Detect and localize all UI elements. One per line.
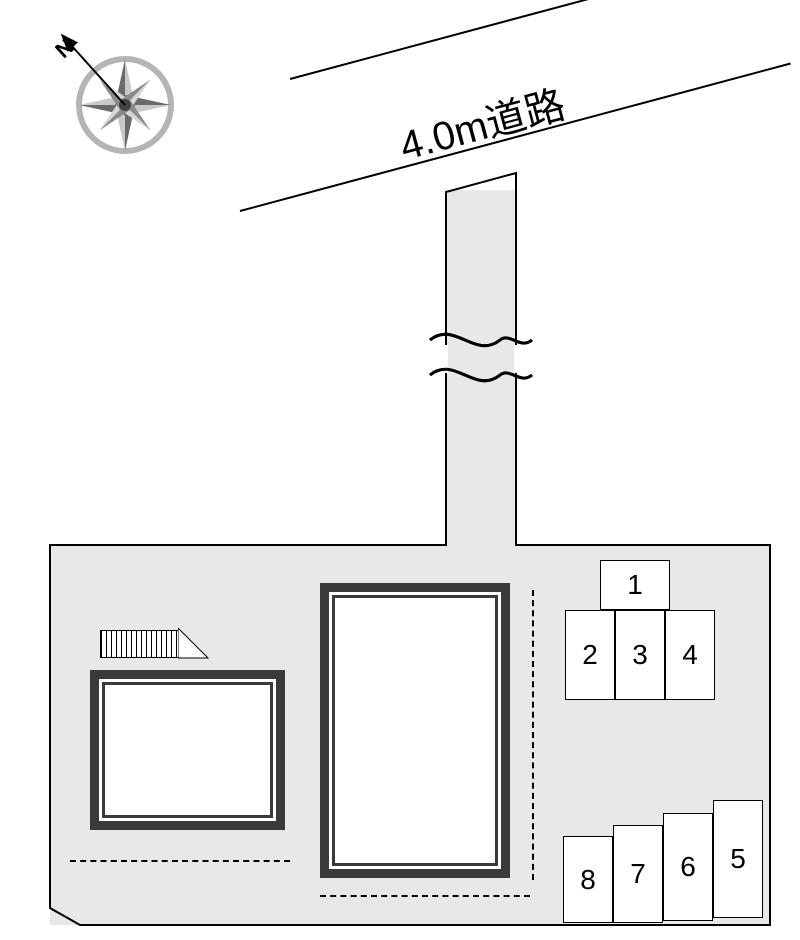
dashed-b (320, 895, 530, 897)
parking-3: 3 (615, 610, 665, 700)
stairs-icon (100, 630, 180, 658)
dashed-c (532, 590, 534, 880)
parking-7: 7 (613, 825, 663, 923)
site-plan-canvas: N 4.0m道路 1 2 3 4 5 6 (0, 0, 800, 940)
stairs-triangle-icon (178, 628, 218, 660)
building-b (320, 583, 510, 878)
parking-6: 6 (663, 813, 713, 921)
parking-1: 1 (600, 560, 670, 610)
dashed-a (70, 860, 290, 862)
parking-5: 5 (713, 800, 763, 918)
parking-8: 8 (563, 836, 613, 923)
parking-2: 2 (565, 610, 615, 700)
building-a (90, 670, 285, 830)
parking-4: 4 (665, 610, 715, 700)
